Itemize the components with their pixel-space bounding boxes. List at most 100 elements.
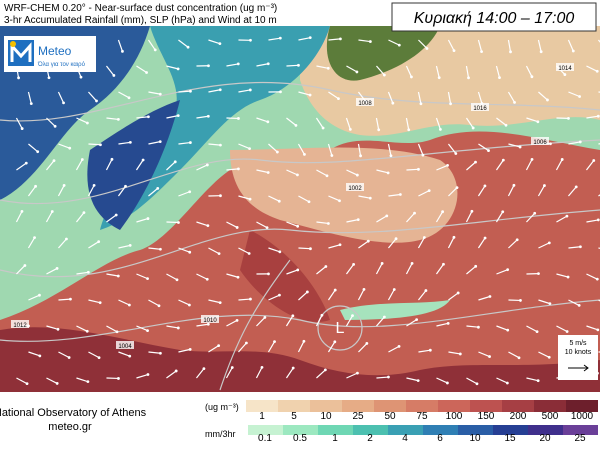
wind-arrow-head [218,42,221,45]
wind-arrow-head [536,330,539,333]
wind-arrow-head [531,158,534,161]
wind-arrow-head [309,94,312,97]
wind-arrow-head [308,200,311,203]
wind-arrow-head [267,171,270,174]
wind-arrow-head [540,50,543,53]
wind-arrow-head [579,141,582,144]
wind-arrow-head [237,117,240,120]
dust-level: 100 [446,411,463,422]
rain-level: 25 [574,433,586,444]
wind-arrow-head [337,97,340,100]
wind-arrow-head [207,64,210,67]
wind-arrow-head [351,314,354,317]
wind-arrow-head [474,161,477,164]
wind-arrow-head [296,173,299,176]
wind-arrow-head [484,184,487,187]
wind-arrow-head [278,250,281,253]
wind-arrow-head [476,382,479,385]
wind-arrow-head [263,316,266,319]
wind-arrow-head [295,124,298,127]
wind-arrow-head [56,267,59,270]
wind-arrow-head [456,186,459,189]
wind-arrow-head [519,299,522,302]
wind-arrow-head [117,377,120,380]
wind-arrow-head [176,278,179,281]
wind-arrow-head [297,64,300,67]
wind-arrow-head [147,373,150,376]
wind-arrow-head [324,265,327,268]
wind-arrow-head [87,271,90,274]
wind-arrow-head [513,101,516,104]
isobar-label: 1012 [13,323,27,329]
wind-arrow-head [279,37,282,40]
wind-arrow-head [519,146,522,149]
wind-arrow-head [17,76,20,79]
wind-arrow-head [472,127,475,130]
wind-arrow-head [592,159,595,162]
wind-arrow-head [549,142,552,145]
wind-arrow-head [207,115,210,118]
wind-arrow-head [381,262,384,265]
header-line: WRF-CHEM 0.20° - Near-surface dust conce… [4,3,277,14]
rain-unit: mm/3hr [205,429,236,439]
wind-arrow-head [34,185,37,188]
time-label: Κυριακή 14:00 – 17:00 [414,10,575,27]
wind-arrow-head [548,302,551,305]
wind-arrow-head [330,154,333,157]
wind-arrow-head [98,356,101,359]
wind-arrow-head [128,304,131,307]
wind-arrow-head [267,273,270,276]
wind-arrow-head [359,154,362,157]
wind-arrow-head [563,73,566,76]
wind-arrow-head [249,89,252,92]
dust-level: 500 [542,411,559,422]
wind-arrow-head [249,39,252,42]
wind-arrow-head [129,244,132,247]
wind-arrow-head [428,189,431,192]
wind-arrow-head [339,243,342,246]
wind-arrow-head [177,327,180,330]
wind-arrow-head [385,214,388,217]
wind-arrow-head [159,93,162,96]
wind-arrow-head [420,102,423,105]
logo-name: Meteo [38,44,72,58]
wind-arrow-head [188,304,191,307]
wind-arrow-head [146,329,149,332]
wind-arrow-head [333,340,336,343]
wind-arrow-head [543,184,546,187]
wind-arrow-head [159,248,162,251]
wind-arrow-head [334,289,337,292]
dust-level: 200 [510,411,527,422]
wind-arrow-head [296,225,299,228]
wind-arrow-head [124,185,127,188]
wind-arrow-head [69,298,72,301]
wind-arrow-head [533,212,536,215]
wind-arrow-head [249,298,252,301]
wind-arrow-head [453,236,456,239]
wind-arrow-head [363,288,366,291]
wind-arrow-head [393,288,396,291]
wind-arrow-head [578,304,581,307]
low-label: L [336,320,345,337]
rain-level: 0.5 [293,433,307,444]
wind-arrow-head [391,102,394,105]
wind-arrow-head [365,342,368,345]
wind-arrow-head [596,70,599,73]
wind-arrow-head [189,141,192,144]
wind-arrow-head [352,263,355,266]
wind-arrow-head [174,160,177,163]
wind-arrow-head [154,49,157,52]
wind-arrow-head [248,147,251,150]
wind-arrow-head [566,330,569,333]
wind-arrow-head [303,153,306,156]
wind-arrow-head [597,115,600,118]
isobar-label: 1016 [473,106,487,112]
wind-arrow-head [502,159,505,162]
wind-arrow-head [548,241,551,244]
wind-arrow-head [506,382,509,385]
wind-arrow-head [189,90,192,93]
wind-arrow-head [51,210,54,213]
isobar-label: 1002 [348,186,362,192]
wind-arrow-head [116,330,119,333]
